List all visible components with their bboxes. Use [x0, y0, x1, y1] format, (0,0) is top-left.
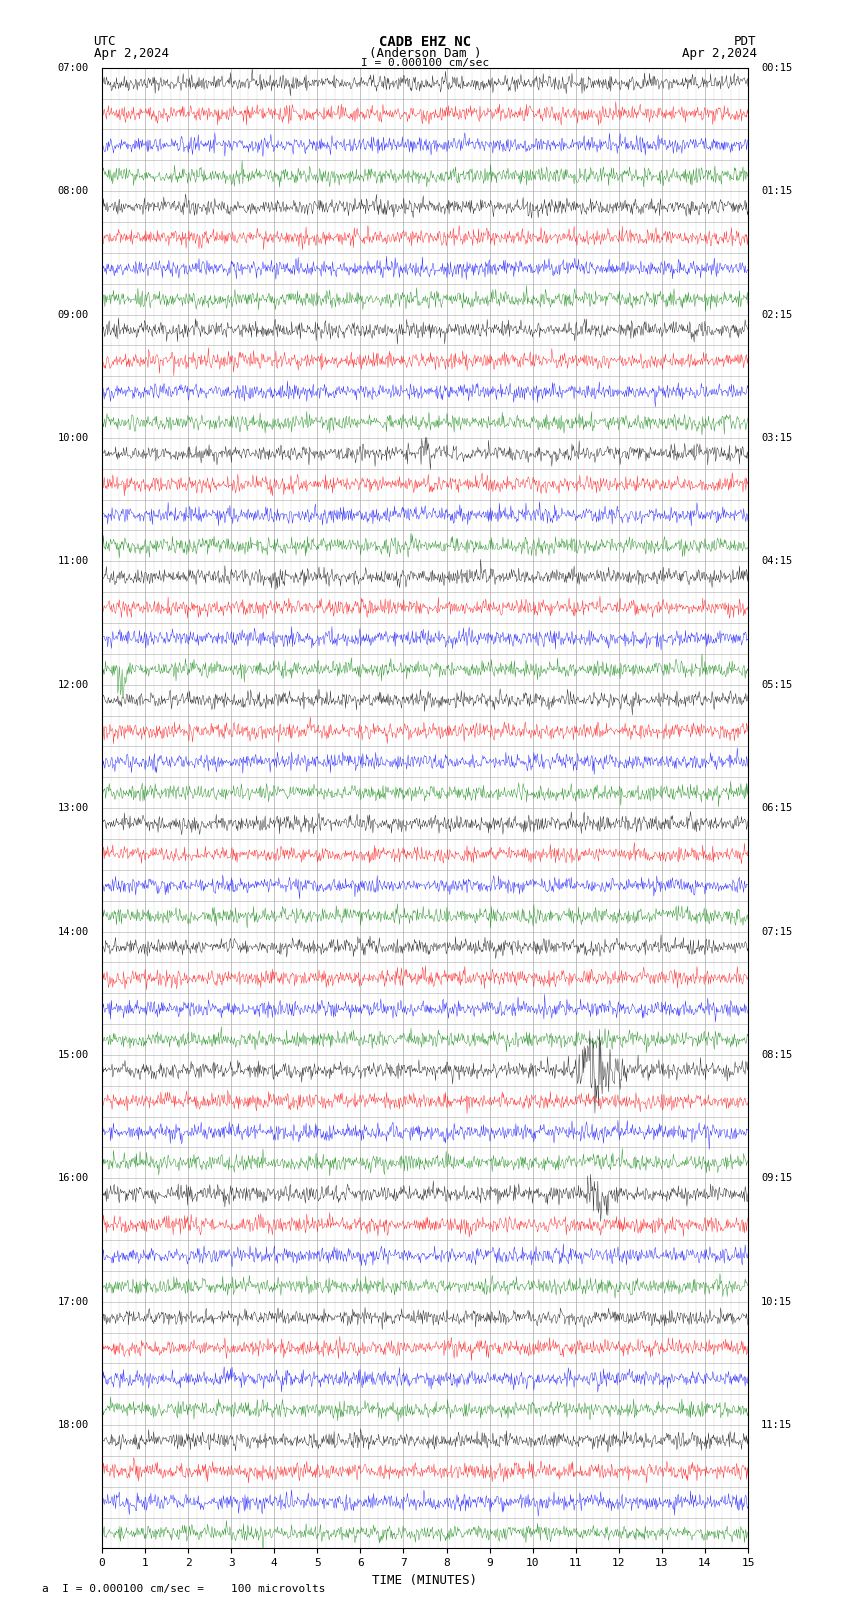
- Text: 05:15: 05:15: [761, 679, 792, 690]
- Text: 09:15: 09:15: [761, 1173, 792, 1184]
- Text: Apr 2,2024: Apr 2,2024: [682, 47, 756, 60]
- Text: 13:00: 13:00: [58, 803, 89, 813]
- Text: 04:15: 04:15: [761, 556, 792, 566]
- Text: 11:00: 11:00: [58, 556, 89, 566]
- Text: 07:15: 07:15: [761, 926, 792, 937]
- Text: 14:00: 14:00: [58, 926, 89, 937]
- Text: Apr 2,2024: Apr 2,2024: [94, 47, 168, 60]
- Text: 11:15: 11:15: [761, 1419, 792, 1431]
- Text: 10:15: 10:15: [761, 1297, 792, 1307]
- Text: CADB EHZ NC: CADB EHZ NC: [379, 35, 471, 50]
- Text: 01:15: 01:15: [761, 185, 792, 197]
- Text: (Anderson Dam ): (Anderson Dam ): [369, 47, 481, 60]
- Text: 08:15: 08:15: [761, 1050, 792, 1060]
- Text: 06:15: 06:15: [761, 803, 792, 813]
- Text: 02:15: 02:15: [761, 310, 792, 319]
- Text: 08:00: 08:00: [58, 185, 89, 197]
- Text: a  I = 0.000100 cm/sec =    100 microvolts: a I = 0.000100 cm/sec = 100 microvolts: [42, 1584, 326, 1594]
- Text: PDT: PDT: [734, 35, 756, 48]
- Text: UTC: UTC: [94, 35, 116, 48]
- Text: 17:00: 17:00: [58, 1297, 89, 1307]
- X-axis label: TIME (MINUTES): TIME (MINUTES): [372, 1574, 478, 1587]
- Text: 16:00: 16:00: [58, 1173, 89, 1184]
- Text: 12:00: 12:00: [58, 679, 89, 690]
- Text: 07:00: 07:00: [58, 63, 89, 73]
- Text: 09:00: 09:00: [58, 310, 89, 319]
- Text: 00:15: 00:15: [761, 63, 792, 73]
- Text: 10:00: 10:00: [58, 432, 89, 444]
- Text: 18:00: 18:00: [58, 1419, 89, 1431]
- Text: 03:15: 03:15: [761, 432, 792, 444]
- Text: 15:00: 15:00: [58, 1050, 89, 1060]
- Text: I = 0.000100 cm/sec: I = 0.000100 cm/sec: [361, 58, 489, 68]
